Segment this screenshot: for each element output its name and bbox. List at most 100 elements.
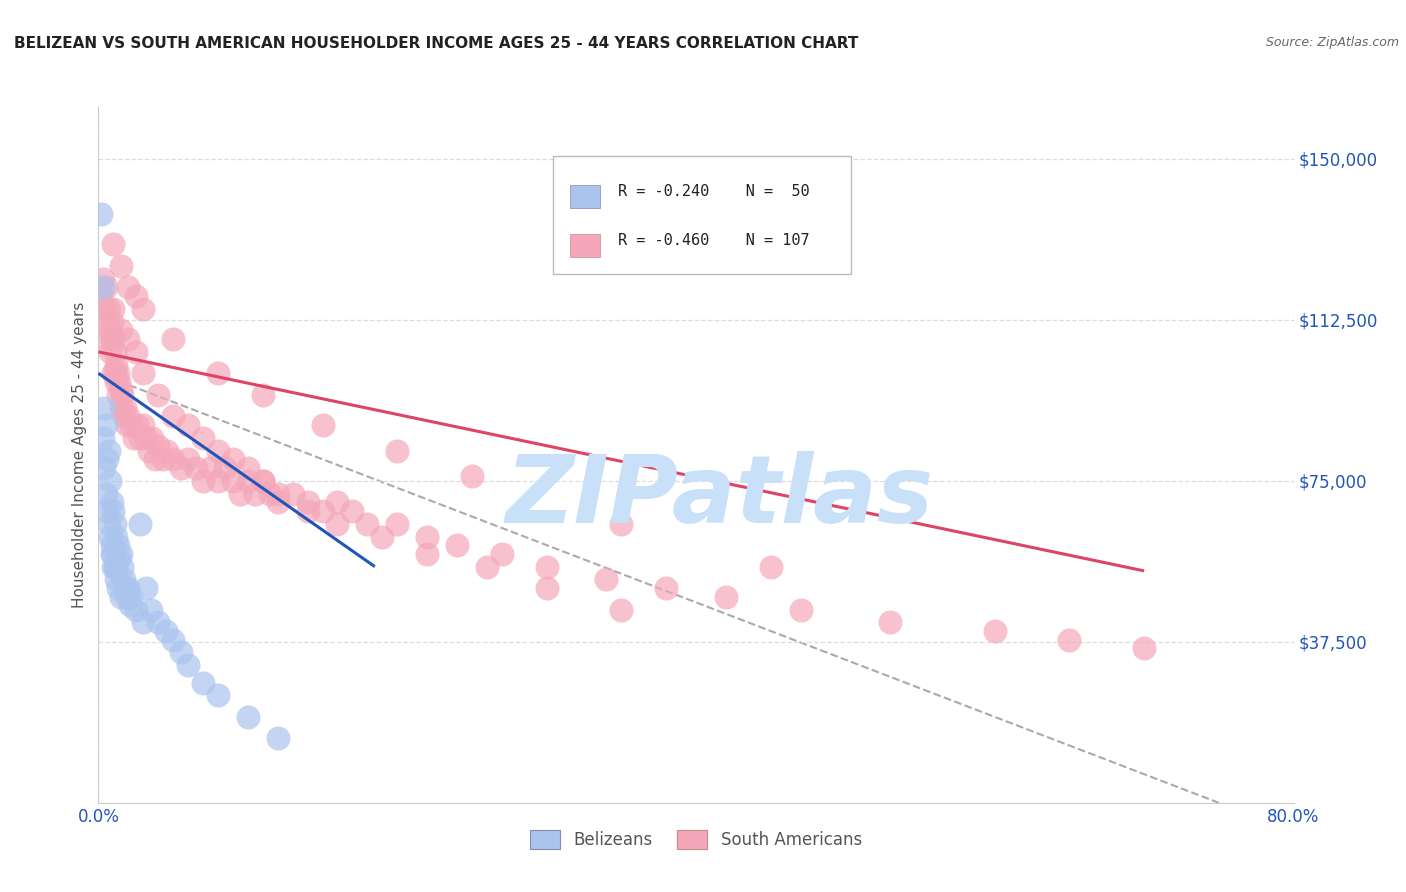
- Point: [105, 358, 128, 372]
- Point: [132, 615, 155, 630]
- Point: [491, 547, 513, 561]
- Point: [91, 280, 114, 294]
- Point: [91, 272, 114, 286]
- Point: [207, 474, 229, 488]
- Point: [107, 538, 129, 552]
- Point: [104, 367, 127, 381]
- Point: [222, 452, 245, 467]
- Point: [103, 504, 125, 518]
- Point: [139, 602, 162, 616]
- Point: [105, 529, 128, 543]
- Point: [111, 559, 134, 574]
- Point: [236, 710, 259, 724]
- Text: BELIZEAN VS SOUTH AMERICAN HOUSEHOLDER INCOME AGES 25 - 44 YEARS CORRELATION CHA: BELIZEAN VS SOUTH AMERICAN HOUSEHOLDER I…: [14, 36, 859, 51]
- Point: [104, 559, 127, 574]
- Point: [94, 486, 117, 500]
- Point: [105, 559, 128, 574]
- Point: [297, 504, 319, 518]
- Point: [105, 573, 128, 587]
- Point: [252, 388, 274, 402]
- Point: [162, 409, 184, 424]
- Point: [1133, 641, 1156, 656]
- Point: [267, 495, 290, 509]
- Point: [101, 315, 124, 329]
- Point: [110, 384, 132, 398]
- Point: [789, 602, 811, 616]
- Point: [97, 516, 120, 531]
- Point: [90, 289, 112, 303]
- Point: [184, 460, 207, 475]
- Point: [103, 237, 125, 252]
- Point: [259, 486, 281, 500]
- Point: [152, 452, 174, 467]
- Point: [207, 443, 229, 458]
- Text: ZIPatlas: ZIPatlas: [506, 450, 934, 542]
- Point: [110, 401, 132, 415]
- Point: [135, 581, 157, 595]
- Point: [96, 452, 118, 467]
- Point: [162, 452, 184, 467]
- Point: [536, 581, 558, 595]
- Point: [93, 401, 115, 415]
- Point: [229, 486, 252, 500]
- Point: [267, 731, 290, 746]
- Point: [114, 401, 136, 415]
- Point: [101, 547, 124, 561]
- Point: [93, 460, 115, 475]
- Point: [236, 460, 259, 475]
- Point: [311, 417, 333, 432]
- Point: [759, 559, 782, 574]
- Point: [595, 573, 617, 587]
- Point: [141, 431, 163, 445]
- Point: [385, 443, 409, 458]
- Point: [94, 315, 117, 329]
- Point: [236, 474, 259, 488]
- Point: [90, 207, 112, 221]
- Point: [155, 624, 177, 638]
- Point: [207, 689, 229, 703]
- Point: [135, 431, 157, 445]
- Point: [107, 388, 129, 402]
- Point: [120, 590, 142, 604]
- Point: [125, 289, 148, 303]
- Point: [177, 658, 200, 673]
- Point: [156, 443, 179, 458]
- Text: R = -0.240    N =  50: R = -0.240 N = 50: [619, 185, 810, 200]
- Point: [267, 486, 290, 500]
- Point: [446, 538, 468, 552]
- Point: [148, 615, 170, 630]
- Point: [127, 417, 149, 432]
- Point: [112, 573, 135, 587]
- Point: [98, 344, 122, 359]
- Point: [114, 581, 136, 595]
- Point: [117, 409, 139, 424]
- Point: [108, 551, 131, 566]
- Point: [103, 547, 125, 561]
- Point: [245, 486, 267, 500]
- Point: [111, 388, 134, 402]
- Point: [120, 417, 142, 432]
- Point: [97, 443, 120, 458]
- Point: [297, 495, 319, 509]
- Point: [108, 375, 131, 389]
- Point: [118, 599, 141, 613]
- Text: R = -0.460    N = 107: R = -0.460 N = 107: [619, 233, 810, 248]
- Point: [104, 516, 127, 531]
- Point: [714, 590, 737, 604]
- Point: [169, 645, 191, 659]
- Point: [252, 474, 274, 488]
- Point: [655, 581, 678, 595]
- Point: [416, 547, 439, 561]
- Point: [117, 280, 139, 294]
- Point: [200, 460, 222, 475]
- Point: [610, 516, 633, 531]
- Point: [101, 495, 124, 509]
- Point: [110, 547, 132, 561]
- Point: [252, 474, 274, 488]
- Point: [96, 504, 118, 518]
- Point: [107, 581, 129, 595]
- Point: [385, 516, 409, 531]
- Point: [416, 529, 439, 543]
- Point: [103, 332, 125, 346]
- Point: [356, 516, 378, 531]
